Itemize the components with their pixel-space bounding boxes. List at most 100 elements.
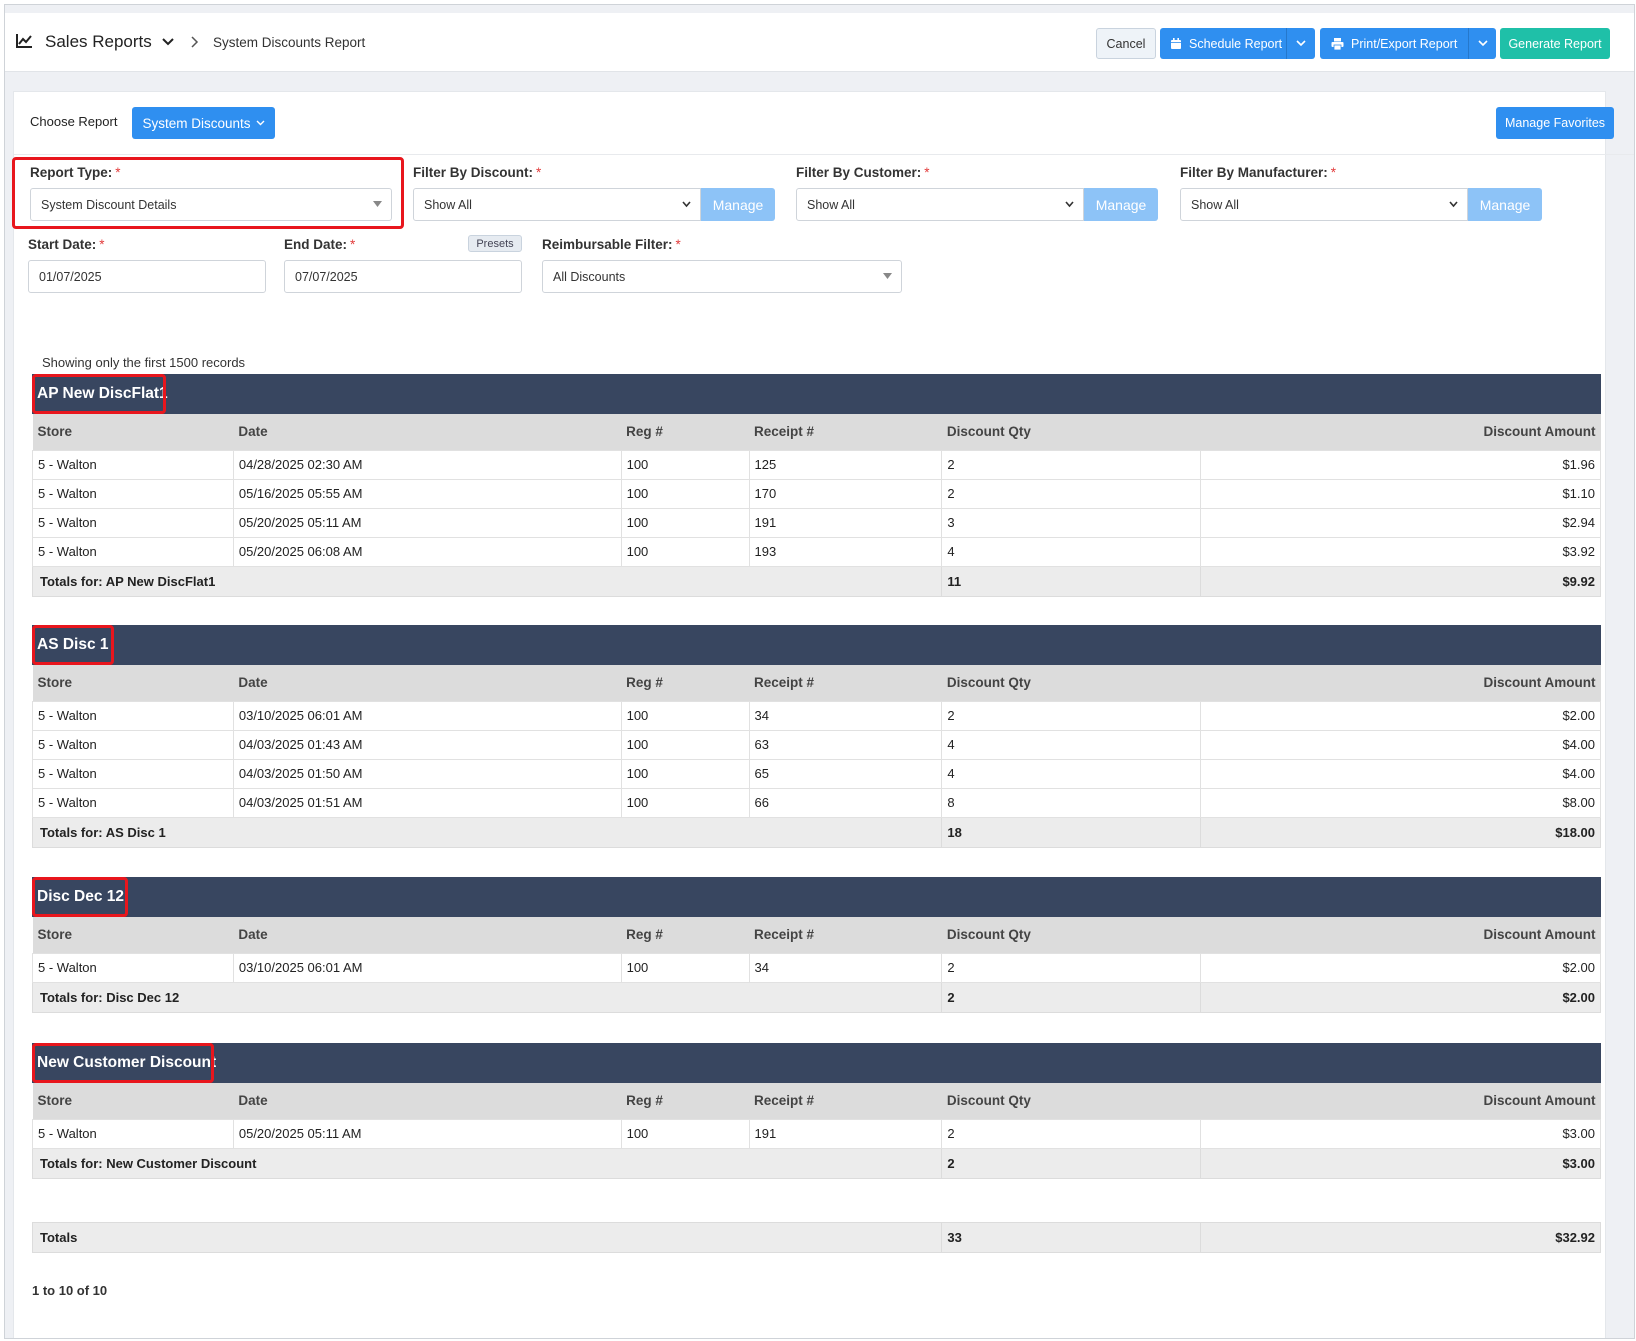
report-group: Disc Dec 12 Store Date Reg # Receipt # D…	[31, 877, 1601, 1013]
column-header[interactable]: Discount Amount	[1200, 665, 1601, 701]
cell-reg: 100	[620, 700, 750, 731]
group-name-highlight	[32, 1043, 214, 1083]
app-title[interactable]: Sales Reports	[45, 32, 152, 51]
report-type-value: System Discount Details	[41, 197, 177, 212]
chevron-down-icon	[682, 201, 691, 208]
column-header[interactable]: Discount Qty	[941, 414, 1201, 450]
chevron-down-icon	[1477, 40, 1488, 47]
totals-label: Totals for: AP New DiscFlat1	[31, 565, 943, 597]
group-name-highlight	[32, 877, 128, 917]
customer-manage-button[interactable]: Manage	[1084, 188, 1158, 221]
cell-store: 5 - Walton	[32, 536, 234, 567]
generate-report-button[interactable]: Generate Report	[1500, 28, 1610, 59]
cell-date: 04/28/2025 02:30 AM	[232, 449, 622, 480]
customer-filter-label: Filter By Customer: *	[796, 165, 930, 180]
totals-qty: 11	[941, 565, 1202, 597]
presets-button[interactable]: Presets	[468, 235, 522, 252]
end-date-label: End Date: *	[284, 237, 356, 252]
column-header[interactable]: Date	[233, 414, 622, 450]
chevron-down-icon[interactable]	[161, 37, 175, 47]
column-header[interactable]: Receipt #	[749, 665, 942, 701]
report-group: New Customer Discount Store Date Reg # R…	[31, 1043, 1601, 1179]
column-header[interactable]: Discount Amount	[1200, 1083, 1601, 1119]
totals-label: Totals for: New Customer Discount	[31, 1147, 943, 1179]
cell-amount: $3.00	[1200, 1118, 1601, 1149]
totals-label: Totals for: AS Disc 1	[31, 816, 943, 848]
cell-store: 5 - Walton	[32, 449, 234, 480]
group-name: AS Disc 1	[37, 636, 109, 653]
cell-date: 05/20/2025 06:08 AM	[232, 536, 622, 567]
customer-filter-select[interactable]: Show All	[796, 188, 1084, 221]
end-date-input[interactable]: 07/07/2025	[284, 260, 522, 293]
column-header[interactable]: Reg #	[621, 665, 749, 701]
column-header[interactable]: Date	[233, 665, 622, 701]
print-export-label: Print/Export Report	[1351, 36, 1458, 51]
schedule-report-dropdown[interactable]	[1286, 28, 1315, 59]
discount-filter-value: Show All	[424, 197, 472, 212]
column-header[interactable]: Discount Amount	[1200, 917, 1601, 953]
column-header[interactable]: Discount Qty	[941, 1083, 1201, 1119]
column-header[interactable]: Store	[32, 1083, 234, 1119]
column-header[interactable]: Store	[32, 414, 234, 450]
breadcrumb-current: System Discounts Report	[213, 35, 366, 50]
cell-store: 5 - Walton	[32, 507, 234, 538]
manufacturer-manage-button[interactable]: Manage	[1468, 188, 1542, 221]
app-window: Sales Reports System Discounts Report Ca…	[4, 4, 1635, 1339]
print-export-dropdown[interactable]	[1468, 28, 1496, 59]
cell-amount: $8.00	[1200, 787, 1601, 818]
cell-reg: 100	[620, 449, 750, 480]
grand-totals: Totals 33 $32.92	[31, 1222, 1601, 1253]
cell-qty: 2	[941, 700, 1202, 731]
cell-date: 04/03/2025 01:51 AM	[232, 787, 622, 818]
totals-qty: 2	[941, 1147, 1202, 1179]
cell-receipt: 170	[748, 478, 943, 509]
manufacturer-filter-select[interactable]: Show All	[1180, 188, 1468, 221]
column-header[interactable]: Receipt #	[749, 1083, 942, 1119]
column-header[interactable]: Reg #	[621, 1083, 749, 1119]
column-header[interactable]: Store	[32, 917, 234, 953]
start-date-input[interactable]: 01/07/2025	[28, 260, 266, 293]
grand-totals-qty: 33	[941, 1222, 1202, 1253]
group-table: Store Date Reg # Receipt # Discount Qty …	[31, 917, 1601, 1013]
cancel-button[interactable]: Cancel	[1096, 28, 1156, 59]
cell-qty: 3	[941, 507, 1202, 538]
customer-filter-value: Show All	[807, 197, 855, 212]
report-type-select[interactable]: System Discount Details	[30, 188, 392, 221]
column-header[interactable]: Reg #	[621, 414, 749, 450]
cell-amount: $2.94	[1200, 507, 1601, 538]
column-header[interactable]: Date	[233, 917, 622, 953]
column-header[interactable]: Discount Qty	[941, 665, 1201, 701]
column-header[interactable]: Discount Amount	[1200, 414, 1601, 450]
group-header: New Customer Discount	[32, 1043, 1601, 1083]
cell-reg: 100	[620, 536, 750, 567]
cell-receipt: 66	[748, 787, 943, 818]
report-group: AS Disc 1 Store Date Reg # Receipt # Dis…	[31, 625, 1601, 848]
records-note: Showing only the first 1500 records	[42, 355, 246, 370]
cell-reg: 100	[620, 729, 750, 760]
manage-favorites-button[interactable]: Manage Favorites	[1496, 107, 1614, 139]
cell-qty: 8	[941, 787, 1202, 818]
column-header[interactable]: Discount Qty	[941, 917, 1201, 953]
discount-filter-label: Filter By Discount: *	[413, 165, 542, 180]
cell-amount: $2.00	[1200, 700, 1601, 731]
print-export-button[interactable]: Print/Export Report	[1320, 28, 1468, 59]
column-header[interactable]: Store	[32, 665, 234, 701]
column-header[interactable]: Receipt #	[749, 414, 942, 450]
table-row: 5 - Walton 03/10/2025 06:01 AM 100 34 2 …	[32, 700, 1601, 731]
column-header[interactable]: Receipt #	[749, 917, 942, 953]
table-row: 5 - Walton 05/20/2025 05:11 AM 100 191 2…	[32, 1118, 1601, 1149]
reimbursable-filter-select[interactable]: All Discounts	[542, 260, 902, 293]
group-name-highlight	[32, 625, 114, 665]
caret-down-icon	[373, 201, 382, 207]
cell-amount: $1.10	[1200, 478, 1601, 509]
totals-qty: 2	[941, 981, 1202, 1013]
cell-qty: 2	[941, 478, 1202, 509]
discount-filter-select[interactable]: Show All	[413, 188, 701, 221]
table-row: 5 - Walton 05/20/2025 06:08 AM 100 193 4…	[32, 536, 1601, 567]
schedule-report-button[interactable]: Schedule Report	[1160, 28, 1286, 59]
column-header[interactable]: Date	[233, 1083, 622, 1119]
discount-manage-button[interactable]: Manage	[701, 188, 775, 221]
choose-report-dropdown[interactable]: System Discounts	[132, 107, 275, 139]
column-header[interactable]: Reg #	[621, 917, 749, 953]
group-totals-row: Totals for: Disc Dec 12 2 $2.00	[31, 981, 1601, 1013]
